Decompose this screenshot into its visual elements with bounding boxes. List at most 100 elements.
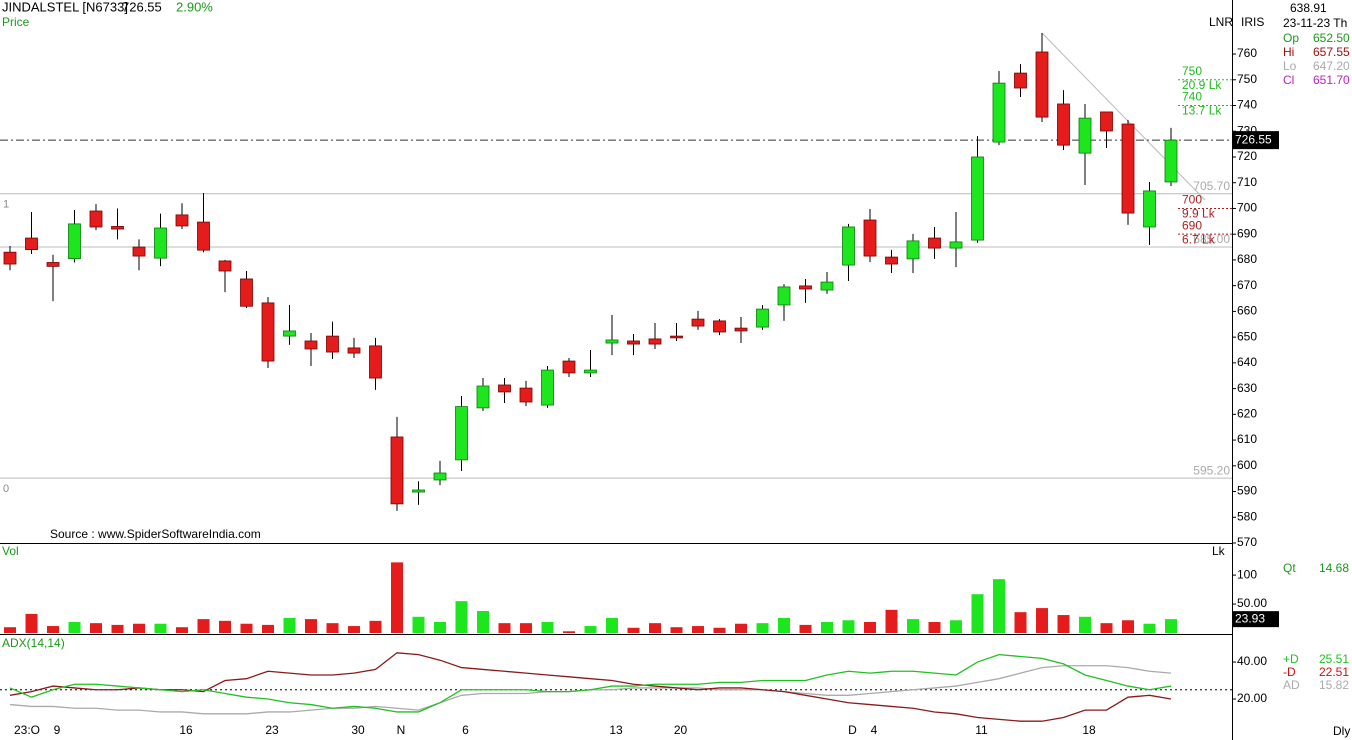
source: Source : www.SpiderSoftwareIndia.com [50, 527, 261, 541]
candle-up [756, 308, 769, 328]
candle-down [175, 214, 189, 227]
unit-label: Lk [1212, 544, 1226, 558]
adx-line [9, 653, 1172, 713]
candle-up [476, 385, 490, 409]
candle-down [218, 260, 232, 272]
y-tick-label: 40.00 [1237, 654, 1267, 668]
candle-up [433, 472, 447, 481]
candle-up [1143, 190, 1156, 228]
candle-down [347, 347, 361, 354]
volume-bar [197, 619, 210, 633]
x-tick-label: 11 [975, 723, 988, 737]
adx-line [9, 652, 1172, 722]
info-val: 647.20 [1313, 59, 1350, 73]
last-volume-box [1233, 611, 1279, 628]
reference-label: 595.20 [1193, 463, 1230, 477]
volume-bar [348, 626, 360, 633]
candle-up [154, 227, 167, 259]
y-tick-label: 700 [1237, 201, 1257, 215]
volume-bar [1100, 623, 1113, 633]
y-tick-label: 640 [1237, 355, 1257, 369]
readout-key: Qt [1283, 561, 1296, 575]
trend-line [1041, 32, 1206, 201]
level-volume: 20.9 Lk [1182, 78, 1222, 92]
volume-bar [434, 622, 446, 633]
last-volume-label: 23.93 [1235, 611, 1265, 625]
candle-up [412, 489, 425, 493]
last-price: 726.55 [122, 0, 162, 14]
level-volume: 6.7 Lk [1182, 232, 1216, 246]
candle-down [498, 384, 511, 393]
level-volume: 9.9 Lk [1182, 207, 1216, 221]
volume-bar [756, 623, 769, 633]
last-price-box [1233, 131, 1279, 150]
volume-bar [305, 619, 317, 633]
candle-down [326, 335, 339, 353]
volume-bar [1165, 619, 1177, 633]
volume-bar [283, 617, 296, 633]
volume-bar [520, 623, 532, 633]
y-tick-label: 690 [1237, 226, 1257, 240]
volume-bar [1143, 623, 1156, 633]
info-val: 657.55 [1313, 45, 1350, 59]
volume-bar [133, 623, 145, 633]
last-price-label: 726.55 [1235, 132, 1272, 146]
volume-bar [176, 627, 188, 633]
volume-bar [885, 609, 898, 633]
candle-down [369, 345, 382, 379]
volume-bar [391, 562, 403, 633]
x-tick-label: 30 [351, 723, 365, 737]
volume-bar [219, 620, 231, 633]
candle-up [842, 226, 855, 266]
y-tick-label: 50.00 [1237, 596, 1267, 610]
candle-down [885, 256, 898, 265]
info-key: Cl [1283, 73, 1294, 87]
volume-bar [541, 622, 554, 633]
x-tick-label: 13 [609, 723, 623, 737]
candle-down [863, 219, 877, 257]
volume-bar [584, 626, 597, 633]
candle-down [132, 246, 146, 257]
x-end-label: Dly [1333, 724, 1350, 738]
candle-up [584, 369, 597, 374]
level-volume: 13.7 Lk [1182, 104, 1222, 118]
volume-bar [4, 627, 16, 633]
fib-label: 1 [3, 199, 9, 211]
y-tick-label: 610 [1237, 432, 1257, 446]
candle-up [605, 339, 619, 344]
candle-up [906, 240, 920, 260]
candle-down [1121, 123, 1135, 214]
candle-up [68, 223, 81, 260]
y-tick-label: 760 [1237, 46, 1257, 60]
panel-title: ADX(14,14) [2, 636, 65, 650]
candle-up [455, 406, 468, 461]
x-tick-label: 18 [1082, 723, 1096, 737]
volume-bar [735, 623, 747, 633]
candle-down [3, 251, 17, 265]
level-label: 690 [1182, 218, 1202, 232]
info-value: 638.91 [1290, 1, 1327, 15]
y-tick-label: 710 [1237, 175, 1257, 189]
candle-up [777, 286, 791, 306]
volume-bar [1122, 620, 1134, 633]
legend-value: 22.51 [1319, 665, 1349, 679]
change: 2.90% [176, 0, 213, 14]
y-tick-label: 570 [1237, 535, 1257, 549]
volume-bar [111, 624, 124, 633]
y-tick-label: 600 [1237, 458, 1257, 472]
y-tick-label: 660 [1237, 304, 1257, 318]
candle-up [971, 156, 984, 241]
candle-up [1078, 117, 1092, 154]
y-tick-label: 630 [1237, 381, 1257, 395]
volume-bar [649, 623, 661, 633]
y-tick-label: 620 [1237, 406, 1257, 420]
candle-down [713, 320, 726, 333]
volume-bar [864, 622, 876, 633]
y-tick-label: 740 [1237, 98, 1257, 112]
y-tick-label: 750 [1237, 72, 1257, 86]
volume-bar [477, 611, 489, 633]
candle-up [541, 369, 554, 406]
candle-down [734, 327, 748, 332]
level-label: 750 [1182, 64, 1202, 78]
